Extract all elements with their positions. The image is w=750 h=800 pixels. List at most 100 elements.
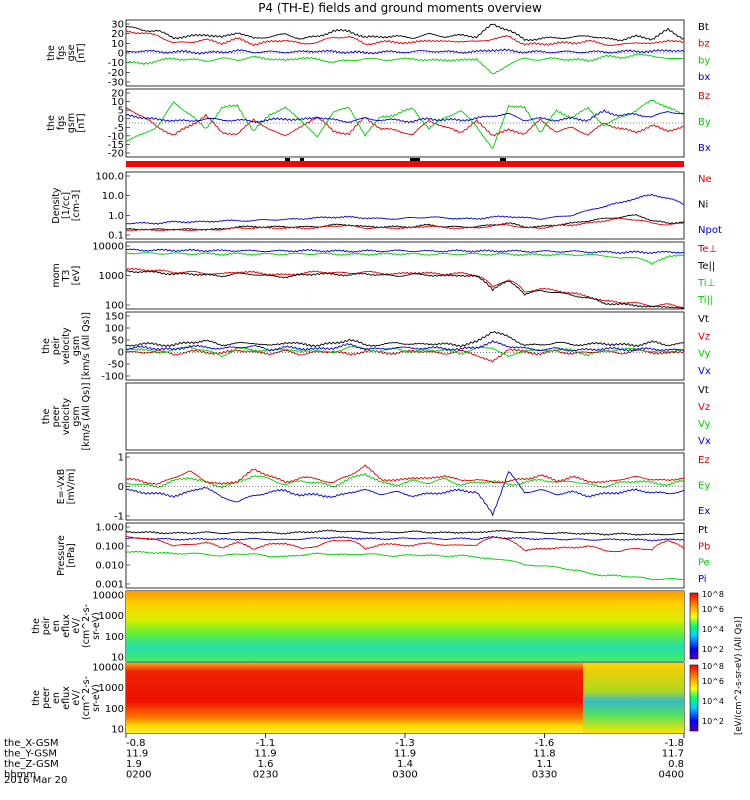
- y-axis-label-line: the: [31, 618, 42, 634]
- x-row-value: -1.1: [256, 738, 276, 749]
- x-row-value: 1.9: [126, 759, 142, 770]
- y-axis-label-line: eflux: [61, 614, 72, 638]
- y-tick-label: 10: [111, 725, 124, 736]
- panel-temperature: 10000 1000 100 mom T3 [eV] Te⊥ Te|| Ti⊥ Ti||: [51, 242, 717, 312]
- y-tick-label: -1: [114, 512, 124, 523]
- series-line-blue: [125, 109, 685, 124]
- legend-entry: Ez: [698, 455, 710, 466]
- y-tick-label: 10000: [92, 242, 124, 253]
- y-axis-label-line: the: [46, 45, 57, 61]
- series-line-red: [125, 464, 685, 485]
- series-line-blue: [125, 471, 685, 517]
- colorbar-label: [eV/(cm^2-s-sr-eV) (All Qs)]: [734, 617, 744, 735]
- y-axis-label-line: velocity: [61, 327, 72, 365]
- x-row-value: 1.4: [397, 759, 413, 770]
- x-axis-annotations: the_X-GSM -0.8 -1.1 -1.3 -1.6 -1.8 the_Y-GSM 11…: [4, 733, 685, 781]
- y-axis-label-line: [nPa]: [66, 543, 77, 568]
- spectrogram-group: [126, 591, 684, 733]
- y-tick-label: 10: [111, 653, 124, 664]
- y-tick-label: 0: [118, 49, 124, 60]
- y-tick-label: 10000: [92, 663, 124, 674]
- series-line-red: [125, 267, 685, 309]
- y-axis-label-line: [nT]: [76, 43, 87, 62]
- legend-entry: Ey: [698, 481, 710, 492]
- legend-entry: Ex: [698, 506, 710, 517]
- legend-entry: Npot: [698, 225, 722, 236]
- y-axis-label-line: peir: [41, 617, 52, 636]
- y-axis-label-line: gsm: [71, 336, 82, 356]
- y-axis-label-line: gse: [66, 44, 77, 61]
- y-axis-label-line: E=-VxB: [56, 469, 67, 504]
- panel-efield: 1 0 -1 E=-VxB [mV/m] Ez Ey Ex: [56, 453, 710, 523]
- x-row-value: 11.9: [254, 749, 276, 760]
- legend-entry: Vx: [698, 366, 711, 377]
- y-axis-label: the fgs gsm [nT]: [46, 113, 87, 133]
- y-tick-label: 0.010: [95, 561, 124, 572]
- y-axis-label-line: Density: [51, 187, 62, 223]
- colorbar2-tick-1: 10^8: [702, 662, 724, 671]
- colorbar-ion: [689, 592, 699, 660]
- y-axis-label: the peer en eflux eV/(cm^2-s-sr-eV): [31, 676, 102, 720]
- x-row-value: -1.6: [535, 738, 555, 749]
- panel-frame: [125, 522, 685, 589]
- legend-entry: bz: [698, 39, 710, 50]
- series-line-green: [125, 99, 685, 150]
- status-bar-mark: [300, 158, 304, 161]
- x-row-value: 1.1: [537, 759, 553, 770]
- ion-spectrogram: [126, 591, 684, 661]
- y-axis-label-line: [nT]: [76, 113, 87, 132]
- colorbar2-tick-2: 10^6: [702, 677, 724, 686]
- x-row-value: 11.8: [533, 749, 555, 760]
- x-row-value: 0.8: [668, 759, 684, 770]
- y-tick-label: 1000: [99, 611, 124, 622]
- y-axis-label-line: eV/: [71, 689, 82, 705]
- legend-entry: Ni: [698, 200, 708, 211]
- y-axis-label: the peer velocity gsm [km/s (All Qs)]: [41, 383, 92, 451]
- y-axis-label: E=-VxB [mV/m]: [56, 469, 77, 505]
- y-axis-label-line: Pressure: [56, 535, 67, 576]
- y-axis-label-line: [mV/m]: [66, 469, 77, 505]
- y-tick-label: 5: [118, 106, 124, 117]
- x-row-value: -1.8: [664, 738, 684, 749]
- y-tick-label: -15: [108, 140, 124, 151]
- panel-pressure: 1.000 0.100 0.010 0.001 Pressure [nPa] Pt Pb Pe P…: [56, 523, 710, 591]
- y-tick-label: 1000: [99, 271, 124, 282]
- status-bar-mark: [500, 158, 506, 161]
- x-row-label: the_Z-GSM: [4, 759, 59, 770]
- legend-entry: Bx: [698, 143, 711, 154]
- legend-entry: Te||: [697, 261, 715, 272]
- y-tick-label: -5: [114, 123, 124, 134]
- panel-frame: [125, 382, 685, 451]
- y-axis-label-line: gsm: [66, 113, 77, 133]
- y-tick-label: 0.100: [95, 542, 124, 553]
- y-axis-label: mom T3 [eV]: [51, 263, 82, 287]
- y-axis-label-line: sr-eV): [91, 612, 102, 640]
- legend-entry: Ne: [698, 174, 712, 185]
- y-tick-label: 0.1: [108, 231, 124, 242]
- colorbar-tick-2: 10^6: [702, 605, 724, 614]
- legend-entry: Vt: [698, 314, 709, 325]
- x-row-value: 11.9: [394, 749, 416, 760]
- panel-peer-velocity: the peer velocity gsm [km/s (All Qs)] Vt Vz Vy V…: [41, 383, 711, 451]
- y-axis-label: the fgs gse [nT]: [46, 43, 87, 62]
- y-axis-label-line: velocity: [61, 398, 72, 436]
- legend-entry: Te⊥: [697, 244, 717, 255]
- status-bar: [126, 161, 684, 167]
- x-row-value: 1.6: [258, 759, 274, 770]
- y-axis-label-line: fgs: [56, 46, 67, 60]
- x-row-value: 0230: [253, 770, 278, 781]
- y-axis-label-line: the: [46, 115, 57, 131]
- y-axis-label-line: (cm^2-s-: [81, 604, 92, 648]
- y-tick-label: 100: [105, 704, 124, 715]
- y-tick-label: 0.001: [95, 580, 124, 591]
- series-line-green: [125, 251, 685, 266]
- legend-entry: Pt: [698, 525, 708, 536]
- series-line-green: [125, 472, 685, 489]
- x-row-label: the_X-GSM: [4, 738, 58, 749]
- y-axis-label-line: eflux: [61, 686, 72, 710]
- colorbar2-tick-4: 10^2: [702, 717, 724, 726]
- y-tick-label: -20: [108, 149, 124, 160]
- series-line-black: [125, 214, 685, 231]
